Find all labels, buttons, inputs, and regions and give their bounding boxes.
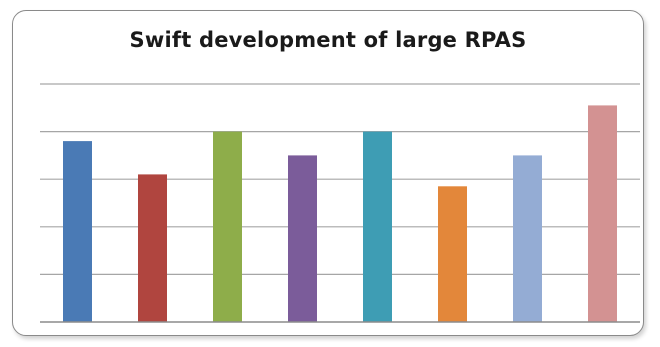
bars: [63, 105, 617, 323]
bar-7: [513, 155, 542, 322]
bar-4: [288, 155, 317, 322]
bar-6: [438, 186, 467, 322]
bar-2: [138, 174, 167, 322]
bar-5: [363, 131, 392, 322]
bar-3: [213, 131, 242, 322]
gridlines: [40, 83, 640, 275]
bar-8: [588, 105, 617, 323]
bar-1: [63, 141, 92, 322]
chart-title: Swift development of large RPAS: [129, 28, 527, 52]
